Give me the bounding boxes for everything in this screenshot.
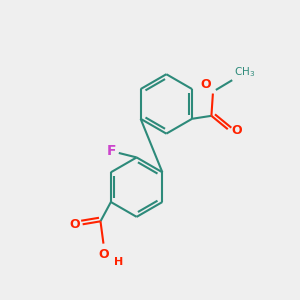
Text: O: O bbox=[69, 218, 80, 231]
Text: O: O bbox=[201, 78, 212, 91]
Text: CH$_3$: CH$_3$ bbox=[234, 65, 255, 79]
Text: F: F bbox=[106, 145, 116, 158]
Text: O: O bbox=[231, 124, 242, 137]
Text: H: H bbox=[114, 257, 123, 267]
Text: O: O bbox=[98, 248, 109, 261]
